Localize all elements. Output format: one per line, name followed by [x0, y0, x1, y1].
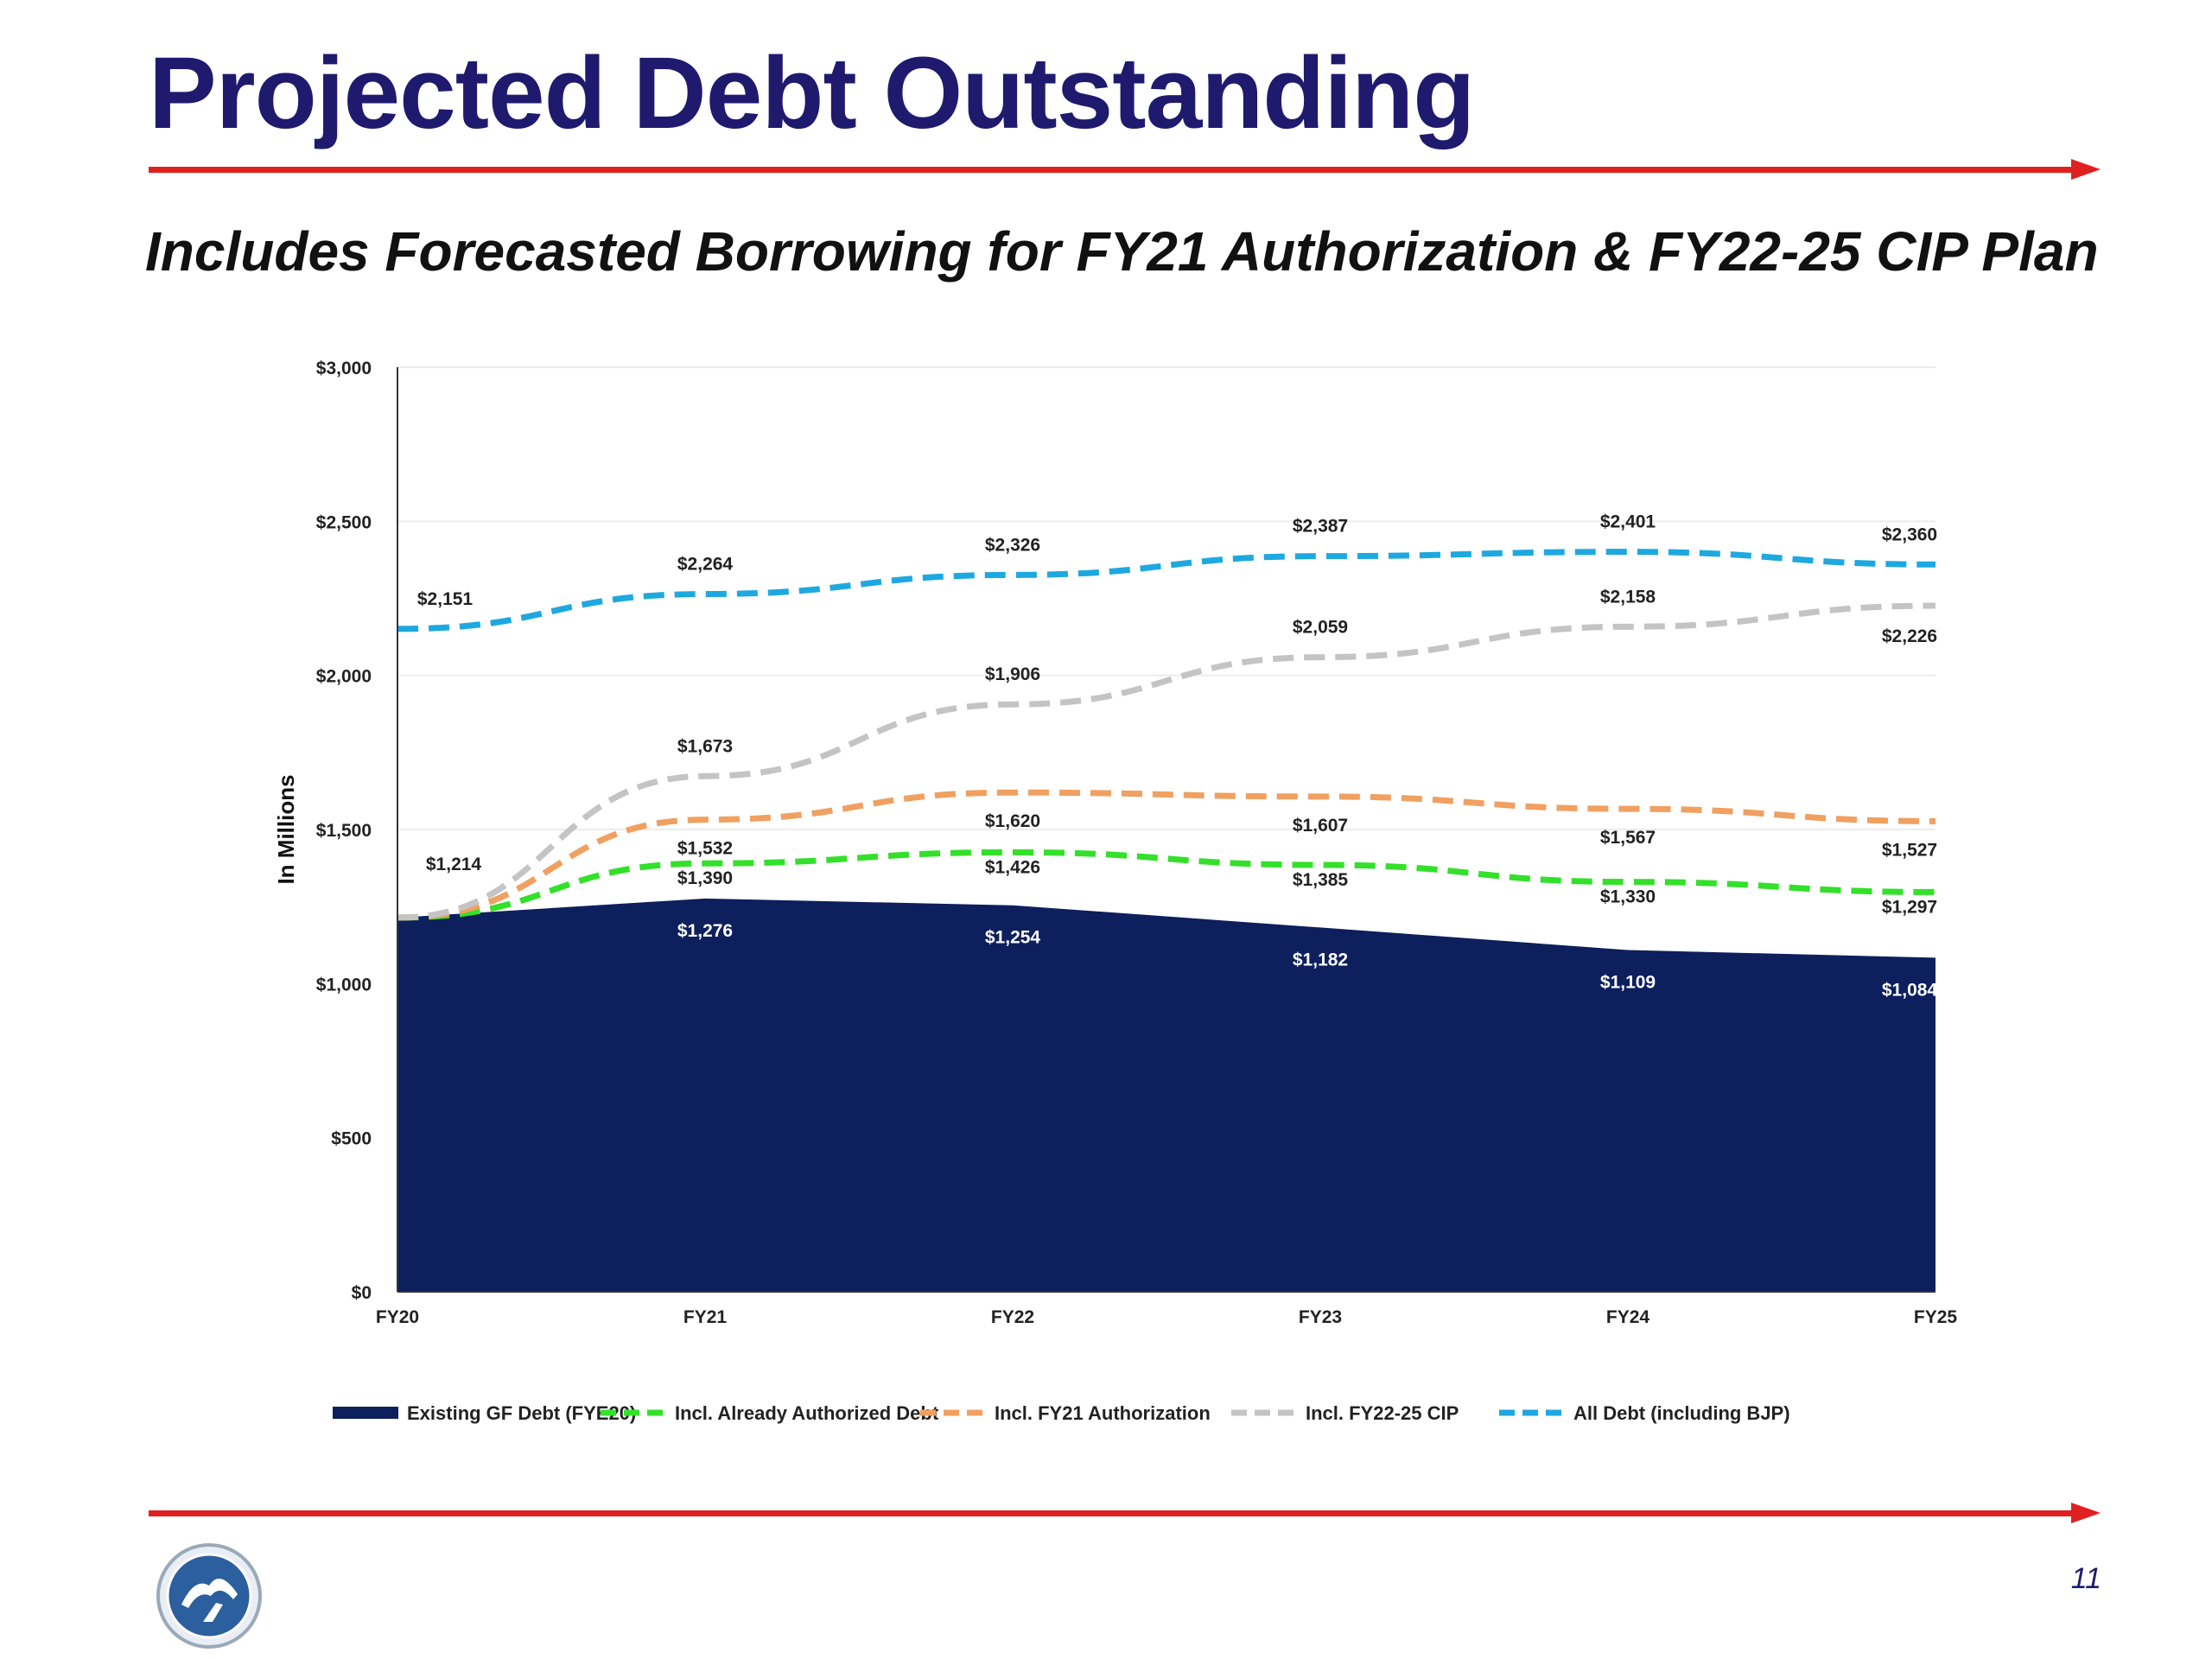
- data-label: $2,264: [677, 555, 734, 575]
- data-label: $2,326: [985, 535, 1040, 555]
- y-tick-label: $2,500: [316, 512, 372, 532]
- x-tick-label: FY22: [991, 1307, 1034, 1327]
- data-label: $1,527: [1882, 840, 1937, 860]
- data-label: $2,226: [1882, 626, 1937, 646]
- data-label: $1,276: [677, 921, 733, 941]
- chart-axes: $0 $500 $1,000 $1,500 $2,000 $2,500 $3,000 In M…: [273, 359, 1957, 1327]
- y-tick-label: $0: [352, 1283, 372, 1303]
- data-label: $1,214: [426, 855, 482, 874]
- area-existing-gf-debt: [397, 898, 1936, 1292]
- data-label: $2,059: [1293, 618, 1348, 638]
- debt-chart: $0 $500 $1,000 $1,500 $2,000 $2,500 $3,000 In M…: [273, 359, 1957, 1424]
- data-label: $1,254: [985, 928, 1041, 948]
- legend-label: Incl. FY22-25 CIP: [1306, 1402, 1459, 1424]
- legend-swatch: [333, 1407, 398, 1419]
- x-tick-label: FY23: [1299, 1307, 1342, 1327]
- page-number: 11: [2070, 1562, 2101, 1595]
- y-tick-label: $1,000: [316, 975, 372, 995]
- x-tick-label: FY25: [1914, 1307, 1958, 1327]
- top-divider: [149, 159, 2101, 180]
- data-label: $1,607: [1293, 816, 1348, 836]
- data-label: $2,151: [417, 589, 474, 609]
- y-axis-title: In Millions: [273, 774, 299, 884]
- data-label: $1,620: [985, 811, 1040, 831]
- data-label: $2,158: [1600, 587, 1656, 607]
- y-tick-label: $3,000: [316, 359, 372, 378]
- series-line-4: [397, 549, 1936, 632]
- data-label: $1,390: [677, 868, 733, 888]
- x-tick-label: FY24: [1606, 1307, 1650, 1327]
- data-label: $1,385: [1293, 870, 1349, 890]
- data-label: $1,182: [1293, 950, 1348, 969]
- data-label: $1,426: [985, 857, 1040, 877]
- data-label: $1,297: [1882, 897, 1937, 917]
- y-tick-label: $1,500: [316, 821, 372, 841]
- y-tick-label: $500: [331, 1129, 372, 1149]
- data-label: $2,401: [1600, 512, 1656, 532]
- legend-label: All Debt (including BJP): [1573, 1402, 1790, 1424]
- data-label: $1,330: [1600, 887, 1656, 907]
- data-label: $1,084: [1882, 980, 1938, 1000]
- legend-label: Existing GF Debt (FYE20): [407, 1402, 636, 1424]
- data-label-layer: $1,276 $1,254 $1,182 $1,109 $1,084 $1,390 $1,4…: [417, 512, 1938, 1001]
- chart-legend: Existing GF Debt (FYE20) Incl. Already Au…: [333, 1402, 1790, 1424]
- data-label: $2,360: [1882, 524, 1937, 544]
- data-label: $1,567: [1600, 828, 1656, 848]
- line-layer: [397, 549, 1936, 921]
- y-tick-label: $2,000: [316, 667, 372, 687]
- county-seal-logo: [156, 1543, 262, 1649]
- x-tick-label: FY21: [683, 1307, 728, 1327]
- legend-label: Incl. FY21 Authorization: [995, 1402, 1211, 1424]
- data-label: $1,109: [1600, 972, 1656, 992]
- legend-label: Incl. Already Authorized Debt: [675, 1402, 939, 1424]
- series-line-1: [397, 849, 1936, 921]
- slide-title: Projected Debt Outstanding: [149, 36, 1475, 150]
- data-label: $1,673: [677, 736, 733, 756]
- area-layer: [397, 898, 1936, 1292]
- series-line-2: [397, 789, 1936, 921]
- series-line-3: [397, 602, 1936, 921]
- bottom-divider: [149, 1503, 2101, 1523]
- data-label: $1,532: [677, 839, 733, 859]
- slide-subtitle: Includes Forecasted Borrowing for FY21 A…: [145, 220, 2099, 283]
- data-label: $1,906: [985, 664, 1040, 684]
- data-label: $2,387: [1293, 517, 1348, 537]
- x-tick-label: FY20: [376, 1307, 419, 1327]
